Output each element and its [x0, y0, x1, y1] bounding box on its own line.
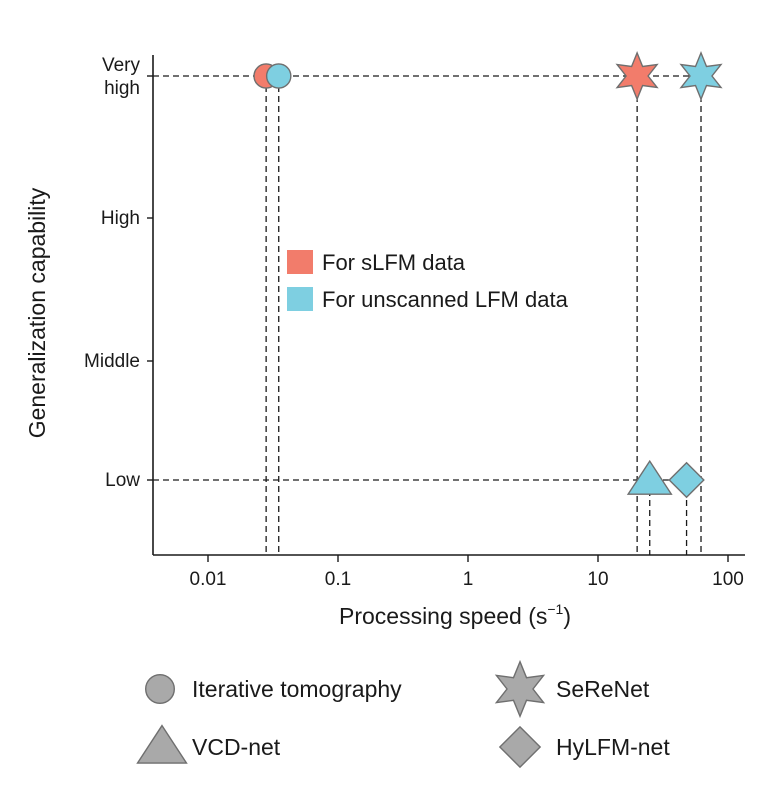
- data-point-circle: [265, 63, 292, 89]
- data-markers: [253, 51, 723, 499]
- key-label: Iterative tomography: [192, 676, 402, 702]
- y-tick-label-line: Middle: [84, 351, 140, 372]
- key-label: SeReNet: [556, 676, 650, 702]
- y-tick-label-line: Very: [102, 55, 141, 76]
- key-star-icon: [494, 659, 546, 719]
- key-diamond-icon: [498, 725, 542, 769]
- y-tick-label-line: High: [101, 208, 140, 229]
- data-point-triangle: [626, 459, 673, 495]
- data-point-diamond: [668, 461, 705, 499]
- legend-label: For unscanned LFM data: [322, 287, 569, 312]
- legend-label: For sLFM data: [322, 250, 466, 275]
- y-tick-label: High: [101, 208, 140, 229]
- y-ticks: Low Middle High Very high: [84, 55, 153, 491]
- x-axis-title-end: ): [563, 603, 571, 629]
- axes: [152, 55, 745, 556]
- y-axis-title: Generalization capability: [24, 187, 50, 438]
- x-tick-label: 100: [712, 569, 744, 590]
- x-axis-title-main: Processing speed (s: [339, 603, 547, 629]
- x-ticks: 0.01 0.1 1 10 100: [190, 555, 744, 590]
- y-tick-label: Middle: [84, 351, 140, 372]
- y-tick-label: Very high: [102, 55, 141, 99]
- dashed-guide-lines: [153, 75, 702, 555]
- key-circle-icon: [144, 674, 175, 705]
- x-axis-title-sup: −1: [547, 601, 563, 617]
- key-triangle-icon: [136, 724, 188, 764]
- shape-key: Iterative tomography SeReNet VCD-net HyLFM-…: [136, 659, 670, 769]
- x-tick-label: 0.01: [190, 569, 227, 590]
- data-point-star: [615, 51, 659, 101]
- x-axis-title: Processing speed (s−1): [339, 601, 571, 629]
- color-legend: For sLFM data For unscanned LFM data: [287, 250, 569, 312]
- y-tick-label-line: high: [104, 78, 140, 99]
- legend-swatch: [287, 250, 313, 274]
- y-tick-label: Low: [105, 470, 140, 491]
- x-tick-label: 1: [463, 569, 474, 590]
- x-tick-label: 10: [587, 569, 608, 590]
- legend-swatch: [287, 287, 313, 311]
- key-label: HyLFM-net: [556, 734, 670, 760]
- y-tick-label-line: Low: [105, 470, 140, 491]
- key-label: VCD-net: [192, 734, 281, 760]
- data-point-star: [679, 51, 723, 101]
- x-tick-label: 0.1: [325, 569, 351, 590]
